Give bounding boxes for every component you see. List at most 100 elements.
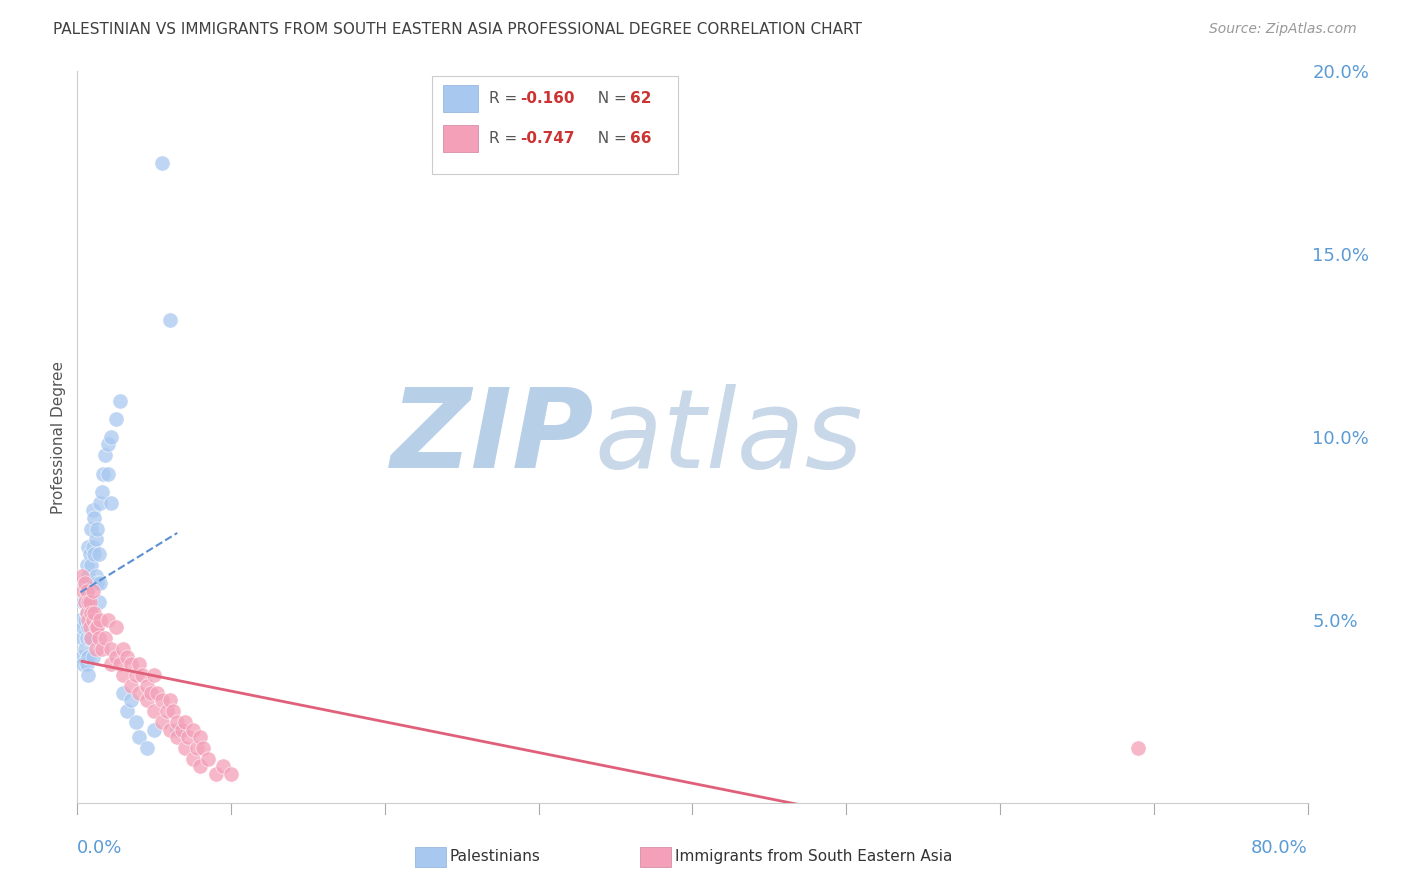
Point — [135, 693, 157, 707]
Point — [93, 467, 115, 481]
Point — [181, 723, 204, 737]
Point — [128, 686, 150, 700]
Point — [162, 705, 184, 719]
Text: Immigrants from South Eastern Asia: Immigrants from South Eastern Asia — [675, 849, 952, 863]
Point — [125, 667, 148, 681]
Point — [80, 606, 103, 620]
Point — [1128, 740, 1150, 755]
Point — [73, 594, 96, 608]
Point — [143, 667, 166, 681]
Point — [79, 620, 101, 634]
Point — [100, 657, 122, 671]
Point — [83, 606, 105, 620]
Point — [82, 503, 104, 517]
Point — [77, 594, 100, 608]
Point — [79, 547, 101, 561]
Point — [80, 594, 103, 608]
Point — [150, 693, 173, 707]
Point — [86, 620, 108, 634]
Point — [82, 540, 104, 554]
Point — [73, 576, 96, 591]
Point — [86, 576, 108, 591]
Point — [76, 606, 98, 620]
Point — [115, 705, 138, 719]
Point — [77, 667, 100, 681]
Point — [97, 467, 120, 481]
Text: R =: R = — [489, 91, 523, 105]
Point — [110, 657, 132, 671]
Point — [100, 642, 122, 657]
Point — [212, 759, 235, 773]
Point — [120, 679, 142, 693]
Point — [73, 642, 96, 657]
Point — [84, 620, 107, 634]
Point — [204, 766, 226, 780]
Point — [97, 613, 120, 627]
Point — [219, 766, 242, 780]
Point — [166, 723, 188, 737]
Point — [77, 594, 100, 608]
Point — [77, 620, 100, 634]
Point — [112, 686, 135, 700]
Point — [89, 496, 111, 510]
Point — [73, 594, 96, 608]
Point — [143, 723, 166, 737]
Point — [70, 649, 93, 664]
Point — [79, 594, 101, 608]
Point — [72, 594, 94, 608]
Point — [83, 547, 105, 561]
Point — [150, 715, 173, 730]
Point — [146, 686, 169, 700]
Text: Palestinians: Palestinians — [450, 849, 541, 863]
Point — [76, 606, 98, 620]
Point — [155, 705, 177, 719]
Point — [84, 569, 107, 583]
Point — [72, 620, 94, 634]
Text: 80.0%: 80.0% — [1251, 839, 1308, 857]
Point — [177, 730, 200, 744]
Point — [72, 657, 94, 671]
Point — [110, 393, 132, 408]
Point — [128, 730, 150, 744]
Point — [135, 679, 157, 693]
Point — [73, 613, 96, 627]
Point — [79, 632, 101, 646]
Point — [104, 412, 127, 426]
Text: -0.747: -0.747 — [520, 131, 575, 145]
Point — [70, 569, 93, 583]
Text: Source: ZipAtlas.com: Source: ZipAtlas.com — [1209, 22, 1357, 37]
Point — [82, 583, 104, 598]
Point — [79, 576, 101, 591]
Point — [125, 715, 148, 730]
Point — [181, 752, 204, 766]
Point — [82, 576, 104, 591]
Point — [72, 583, 94, 598]
Point — [73, 576, 96, 591]
Text: 0.0%: 0.0% — [77, 839, 122, 857]
Text: N =: N = — [588, 131, 631, 145]
Point — [159, 693, 181, 707]
Point — [104, 620, 127, 634]
Text: PALESTINIAN VS IMMIGRANTS FROM SOUTH EASTERN ASIA PROFESSIONAL DEGREE CORRELATIO: PALESTINIAN VS IMMIGRANTS FROM SOUTH EAS… — [53, 22, 862, 37]
Point — [120, 693, 142, 707]
Point — [188, 730, 212, 744]
Point — [90, 642, 114, 657]
Point — [70, 632, 93, 646]
Point — [170, 723, 193, 737]
Point — [77, 569, 100, 583]
Point — [80, 521, 103, 535]
Y-axis label: Professional Degree: Professional Degree — [51, 360, 66, 514]
Point — [166, 730, 188, 744]
Point — [76, 583, 98, 598]
Text: atlas: atlas — [595, 384, 863, 491]
Point — [166, 715, 188, 730]
Point — [120, 657, 142, 671]
Point — [188, 759, 212, 773]
Point — [82, 613, 104, 627]
Point — [128, 657, 150, 671]
Point — [83, 510, 105, 524]
Point — [193, 740, 215, 755]
Point — [86, 521, 108, 535]
Point — [94, 449, 117, 463]
Point — [80, 558, 103, 573]
